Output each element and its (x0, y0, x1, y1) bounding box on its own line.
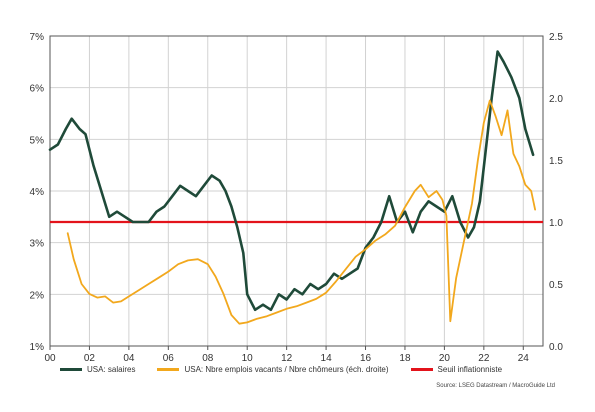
x-tick-label: 02 (84, 353, 96, 364)
series-lines (48, 50, 536, 325)
x-tick-label: 10 (242, 353, 254, 364)
source-note: Source: LSEG Datastream / MacroGuide Ltd (436, 383, 555, 389)
x-tick-label: 08 (202, 353, 214, 364)
legend-swatch-emplois (157, 368, 180, 371)
x-tick-label: 00 (44, 353, 56, 364)
y-left-tick-label: 4% (30, 187, 45, 198)
x-tick-label: 18 (399, 353, 411, 364)
x-tick-label: 22 (478, 353, 490, 364)
x-tick-label: 12 (281, 353, 293, 364)
plot-frame (49, 35, 544, 347)
tick-labels: 1% 2% 3% 4% 5% 6% 7% 0.0 0.5 1.0 1.5 2.0 2.5 00 02 04 06… (30, 32, 564, 364)
legend-swatch-salaires (60, 368, 82, 371)
x-tick-label: 24 (518, 353, 530, 364)
legend-swatch-seuil (410, 368, 433, 371)
y-right-tick-label: 0.5 (549, 280, 563, 291)
x-tick-label: 04 (123, 353, 135, 364)
legend-item-emplois: USA: Nbre emplois vacants / Nbre chômeur… (157, 365, 389, 374)
legend-item-seuil: Seuil inflationniste (410, 365, 503, 374)
y-left-tick-label: 1% (30, 342, 45, 353)
x-tick-label: 20 (439, 353, 451, 364)
y-right-tick-label: 1.0 (549, 218, 563, 229)
y-left-tick-label: 2% (30, 290, 45, 301)
y-right-tick-label: 2.0 (549, 94, 563, 105)
axes (49, 35, 544, 350)
grid-lines (49, 35, 543, 347)
legend: USA: salaires USA: Nbre emplois vacants … (60, 365, 502, 374)
y-right-tick-label: 0.0 (549, 342, 563, 353)
y-left-tick-label: 7% (30, 32, 45, 43)
y-left-tick-label: 5% (30, 135, 45, 146)
legend-item-salaires: USA: salaires (60, 365, 135, 374)
y-right-tick-label: 2.5 (549, 32, 563, 43)
legend-label-emplois: USA: Nbre emplois vacants / Nbre chômeur… (184, 365, 389, 374)
x-tick-label: 06 (163, 353, 175, 364)
legend-label-seuil: Seuil inflationniste (437, 365, 503, 374)
y-left-tick-label: 6% (30, 84, 45, 95)
y-left-tick-label: 3% (30, 239, 45, 250)
series-line-salaires (48, 50, 535, 312)
y-right-tick-label: 1.5 (549, 156, 563, 167)
x-tick-label: 16 (360, 353, 372, 364)
legend-label-salaires: USA: salaires (87, 365, 136, 374)
x-tick-label: 14 (321, 353, 333, 364)
series-line-emplois (66, 99, 536, 325)
